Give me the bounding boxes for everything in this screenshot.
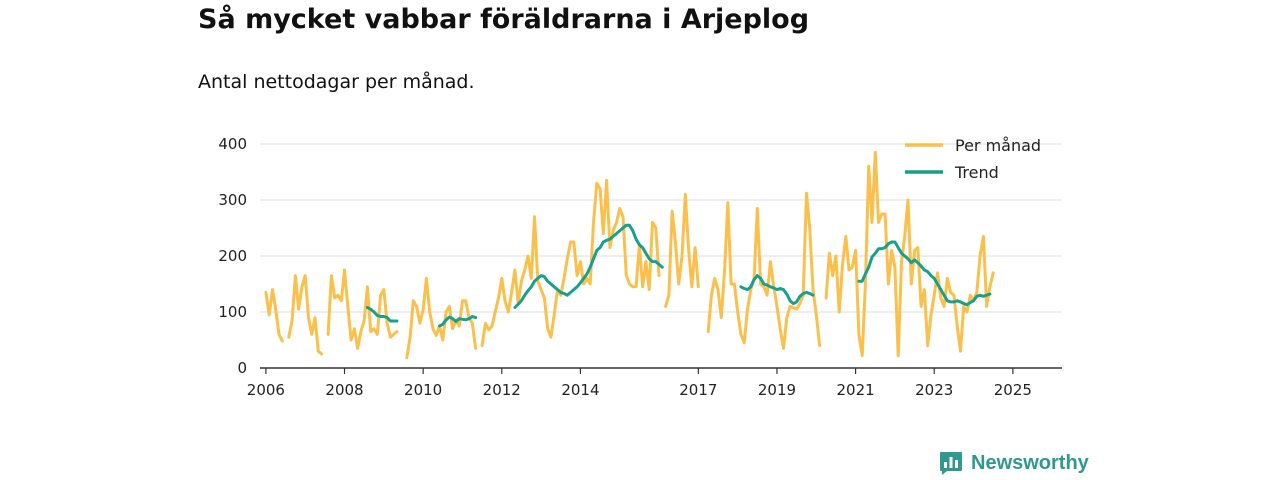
newsworthy-logo-icon <box>940 452 962 475</box>
series-line-per-manad <box>326 268 399 350</box>
series-line-trend <box>739 274 815 306</box>
y-tick-label: 100 <box>218 303 247 321</box>
series-lines <box>264 150 995 360</box>
y-tick-label: 400 <box>218 135 247 153</box>
x-tick-label: 2008 <box>325 381 363 399</box>
series-line-trend <box>438 315 478 328</box>
x-tick-label: 2014 <box>561 381 599 399</box>
series-line-per-manad <box>824 150 995 358</box>
y-tick-label: 200 <box>218 247 247 265</box>
x-tick-label: 2010 <box>404 381 442 399</box>
y-tick-label: 0 <box>237 359 247 377</box>
chart-subtitle: Antal nettodagar per månad. <box>198 71 475 93</box>
brand-name: Newsworthy <box>971 451 1089 474</box>
y-tick-label: 300 <box>218 191 247 209</box>
series-line-trend <box>365 306 399 323</box>
series-line-per-manad <box>706 191 822 350</box>
x-tick-label: 2025 <box>994 381 1032 399</box>
series-line-per-manad <box>664 192 700 308</box>
legend: Per månad Trend <box>905 136 1041 182</box>
grid-lines <box>260 143 1062 313</box>
series-line-trend <box>857 240 992 307</box>
x-tick-label: 2012 <box>483 381 521 399</box>
series-line-per-manad <box>480 178 661 348</box>
series-line-per-manad <box>405 276 478 360</box>
x-tick-label: 2023 <box>915 381 953 399</box>
x-tick-label: 2017 <box>679 381 717 399</box>
series-line-trend <box>513 223 664 309</box>
chart-title: Så mycket vabbar föräldrarna i Arjeplog <box>198 4 810 35</box>
legend-label-per-manad: Per månad <box>955 136 1041 155</box>
series-line-per-manad <box>287 274 324 356</box>
x-tick-label: 2021 <box>837 381 875 399</box>
series-line-per-manad <box>264 288 284 343</box>
x-tick-label: 2019 <box>758 381 796 399</box>
x-tick-label: 2006 <box>247 381 285 399</box>
legend-label-trend: Trend <box>954 163 999 182</box>
brand-logo: Newsworthy <box>939 451 1089 475</box>
axes: 0 100 200 300 400 2006 2008 2010 2012 2014 2017 201… <box>218 135 1062 399</box>
